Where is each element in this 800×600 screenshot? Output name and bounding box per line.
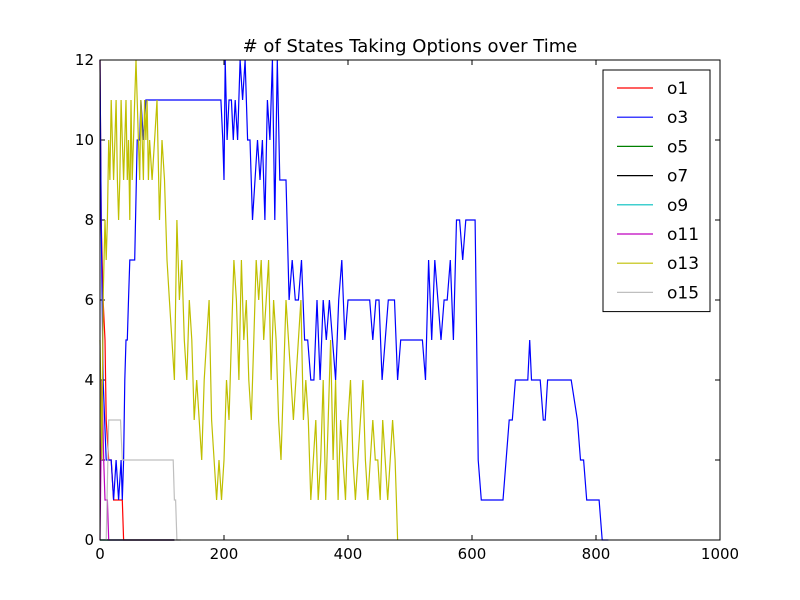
series-line-o15 xyxy=(100,419,181,541)
chart-title: # of States Taking Options over Time xyxy=(243,36,578,57)
x-axis-ticks: 0 200 400 600 800 1000 xyxy=(95,60,739,563)
x-tick-label: 1000 xyxy=(701,545,739,563)
x-tick-label: 800 xyxy=(582,545,611,563)
legend: o1 o3 o5 o7 o9 o11 o13 o15 xyxy=(602,69,711,313)
y-axis-ticks: 0 2 4 6 8 10 12 xyxy=(75,51,720,549)
legend-label-o7: o7 xyxy=(667,167,688,187)
x-tick-label: 0 xyxy=(95,545,105,563)
legend-label-o9: o9 xyxy=(667,196,688,216)
y-tick-label: 6 xyxy=(84,291,94,309)
legend-label-o13: o13 xyxy=(667,254,699,274)
plot-frame xyxy=(99,59,721,541)
y-tick-label: 0 xyxy=(84,531,94,549)
y-tick-label: 12 xyxy=(75,51,94,69)
y-tick-label: 10 xyxy=(75,131,94,149)
x-tick-label: 400 xyxy=(334,545,363,563)
legend-label-o5: o5 xyxy=(667,137,688,157)
series-line-o3 xyxy=(99,59,609,541)
x-tick-label: 600 xyxy=(458,545,487,563)
x-tick-label: 200 xyxy=(210,545,239,563)
y-tick-label: 4 xyxy=(84,371,94,389)
series-line-o13 xyxy=(99,59,399,541)
y-tick-label: 2 xyxy=(84,451,94,469)
legend-label-o15: o15 xyxy=(667,283,699,303)
legend-box xyxy=(602,69,711,313)
legend-label-o11: o11 xyxy=(667,225,699,245)
y-tick-label: 8 xyxy=(84,211,94,229)
legend-label-o3: o3 xyxy=(667,108,688,128)
legend-label-o1: o1 xyxy=(667,79,688,99)
